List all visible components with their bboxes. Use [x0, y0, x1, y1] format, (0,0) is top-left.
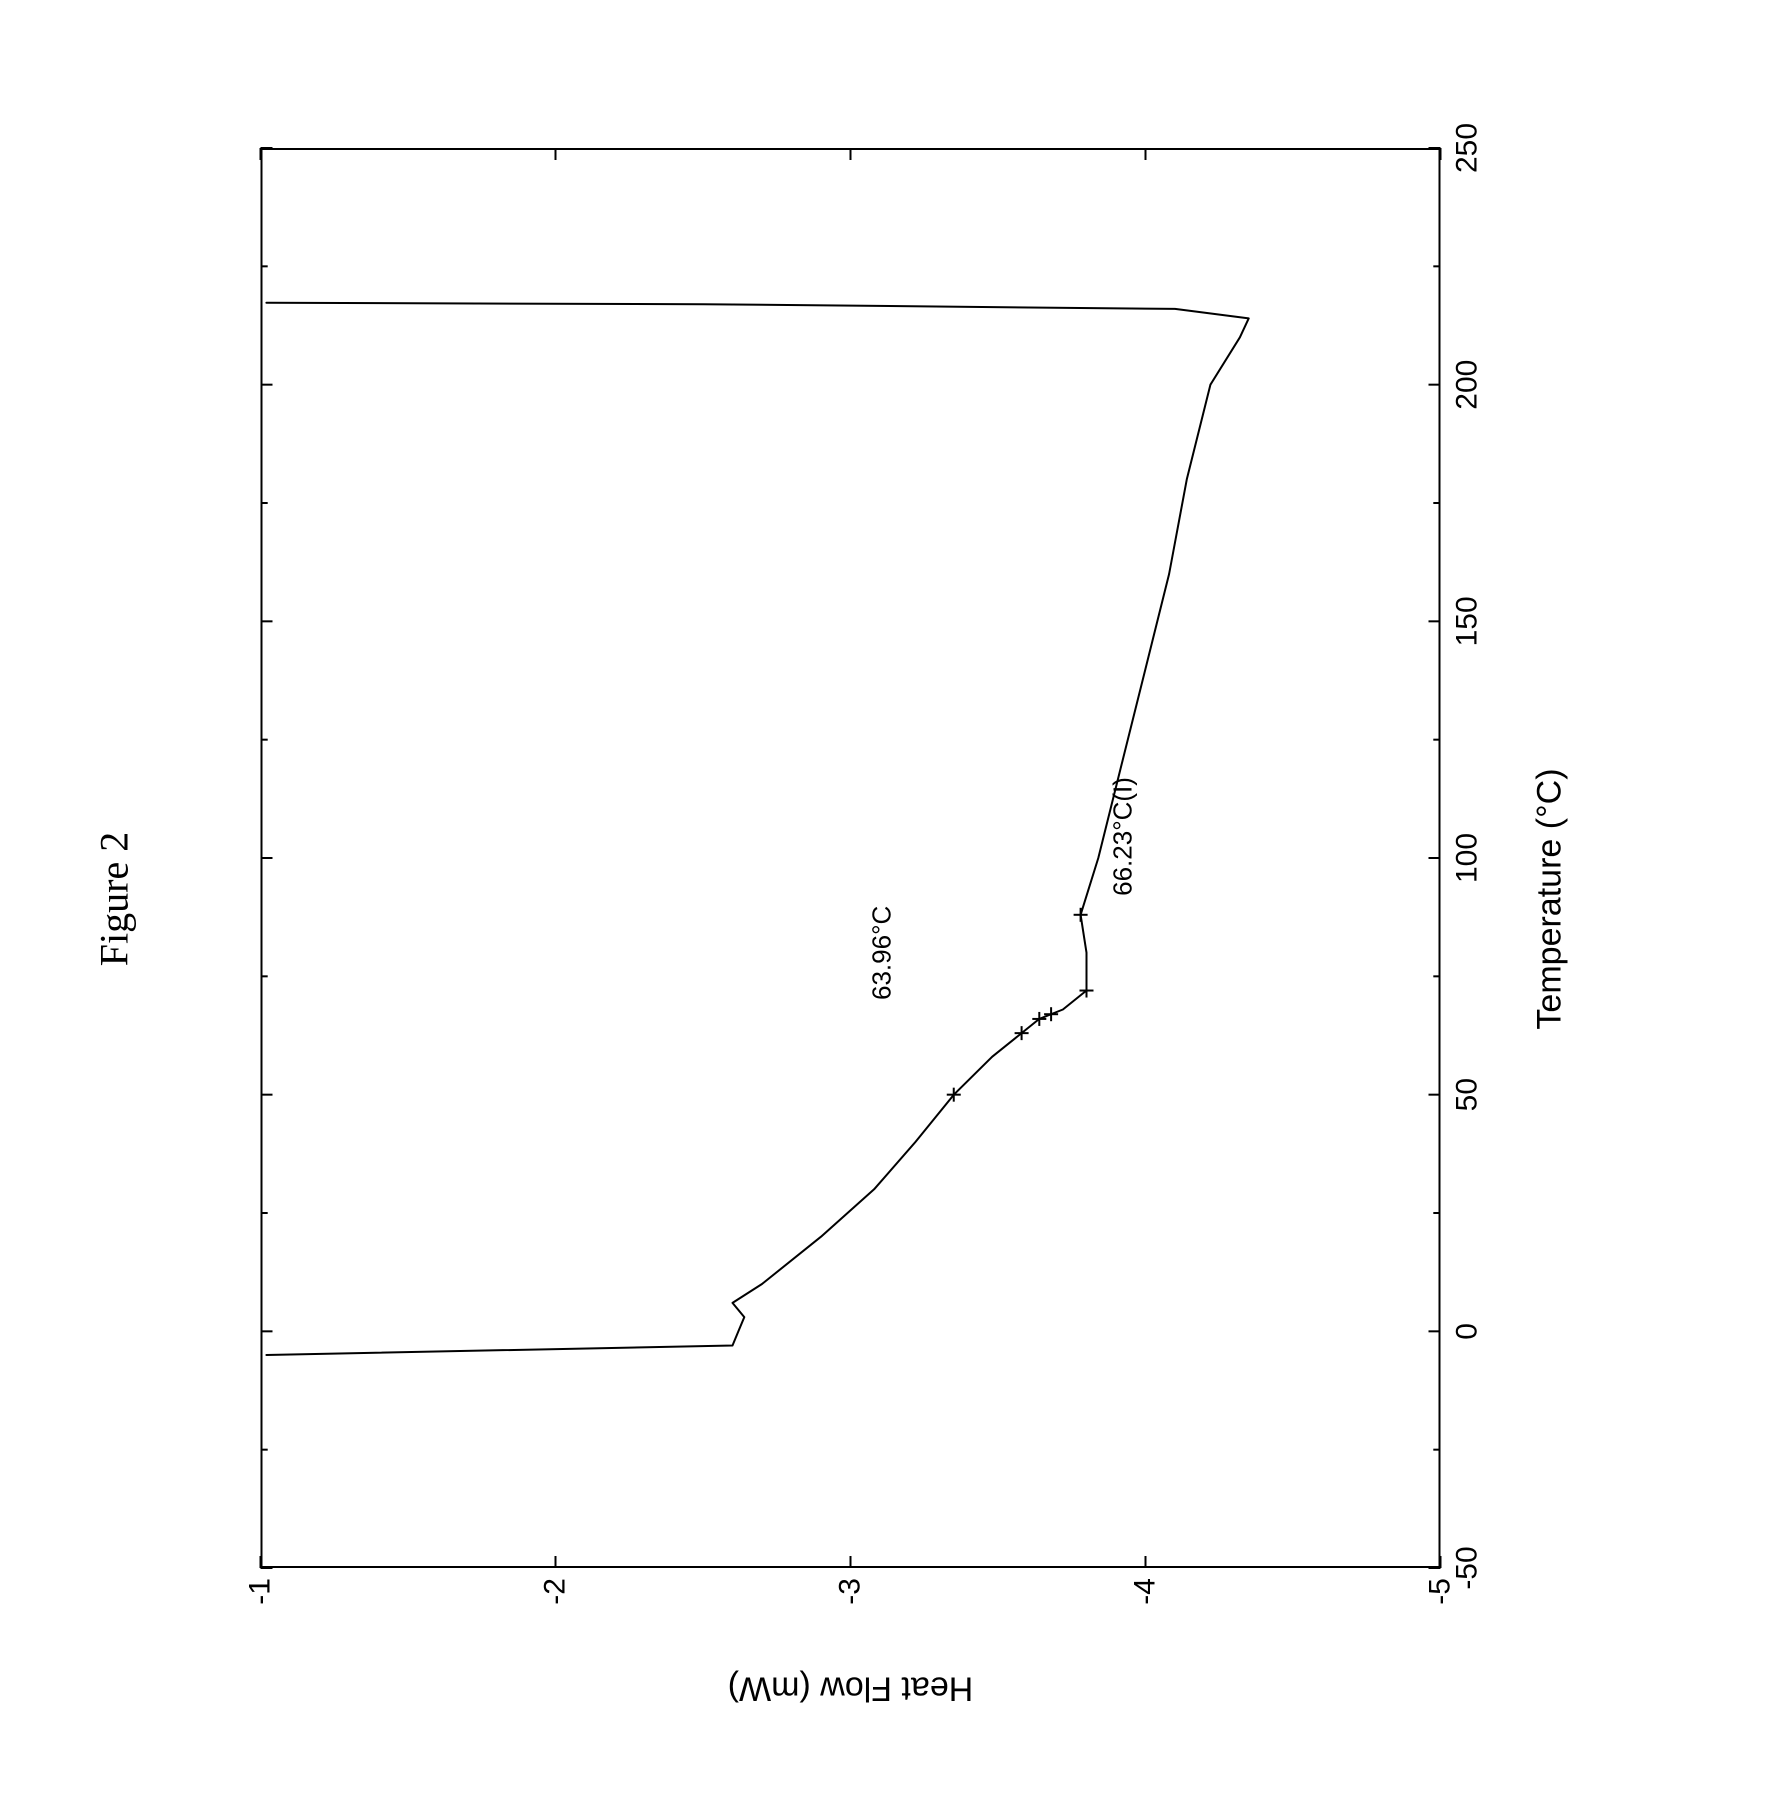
x-tick-label: 50: [1450, 1078, 1484, 1111]
y-tick-label: -1: [243, 1578, 277, 1638]
x-axis-label: Temperature (°C): [1530, 0, 1569, 1798]
y-tick-label: -2: [538, 1578, 572, 1638]
x-tick-label: 100: [1450, 833, 1484, 883]
plot-svg: [260, 148, 1440, 1568]
figure-caption: Figure 2: [90, 0, 137, 1798]
chart-annotation: 63.96°C: [866, 906, 897, 1000]
y-tick-label: -3: [833, 1578, 867, 1638]
y-tick-label: -4: [1128, 1578, 1162, 1638]
page: Figure 2 Temperature (°C) Heat Flow (mW)…: [0, 0, 1773, 1798]
chart-annotation: 66.23°C(I): [1107, 777, 1138, 896]
figure-rotated-container: Figure 2 Temperature (°C) Heat Flow (mW)…: [0, 0, 1773, 1798]
y-axis-label: Heat Flow (mW): [727, 1669, 973, 1708]
x-tick-label: 150: [1450, 596, 1484, 646]
x-tick-label: 0: [1450, 1323, 1484, 1340]
x-tick-label: 200: [1450, 360, 1484, 410]
y-tick-label: -5: [1423, 1578, 1457, 1638]
x-tick-label: 250: [1450, 123, 1484, 173]
figure: Figure 2 Temperature (°C) Heat Flow (mW)…: [0, 0, 1773, 1798]
